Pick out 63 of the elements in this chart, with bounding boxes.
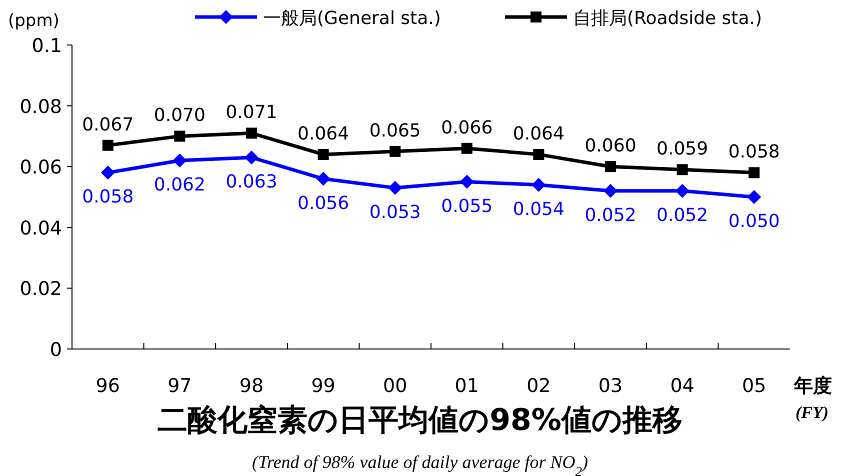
point — [676, 164, 688, 176]
point — [316, 172, 330, 186]
y-tick-label: 0 — [50, 339, 62, 361]
data-label: 0.052 — [584, 204, 636, 226]
point — [244, 150, 258, 164]
point — [605, 161, 616, 172]
data-label: 0.053 — [369, 202, 421, 223]
data-label: 0.067 — [82, 114, 134, 136]
point — [748, 167, 760, 178]
data-label: 0.062 — [154, 174, 206, 196]
legend-label: 自排局(Roadside sta.) — [573, 8, 762, 29]
point — [604, 184, 618, 198]
data-label: 0.064 — [512, 123, 564, 144]
data-label: 0.054 — [512, 198, 564, 220]
point — [460, 174, 474, 189]
x-tick-label: 96 — [96, 375, 120, 397]
data-label: 0.056 — [298, 192, 350, 214]
x-tick-label: 98 — [239, 375, 264, 397]
data-label: 0.060 — [584, 136, 636, 157]
y-tick-label: 0.02 — [20, 278, 62, 300]
data-label: 0.055 — [441, 196, 493, 217]
data-label: 0.058 — [82, 186, 134, 208]
point — [246, 128, 257, 139]
x-tick-label: 02 — [526, 375, 551, 397]
data-label: 0.064 — [298, 123, 350, 144]
point — [318, 148, 329, 160]
data-label: 0.070 — [154, 105, 206, 126]
data-label: 0.050 — [728, 211, 780, 232]
x-tick-label: 04 — [670, 375, 694, 397]
legend-label: 一般局(General sta.) — [263, 8, 441, 29]
x-tick-label: 00 — [383, 375, 408, 397]
data-label: 0.059 — [656, 138, 708, 160]
point — [532, 178, 546, 192]
x-tick-label: 99 — [311, 375, 336, 397]
data-label: 0.065 — [369, 120, 421, 142]
text: (Trend of 98% value of daily average for NO$_{2}$) — [252, 452, 588, 476]
data-label: 0.066 — [441, 117, 493, 138]
y-tick-label: 0.04 — [20, 217, 62, 240]
point — [390, 146, 401, 157]
x-tick-label: 01 — [454, 375, 479, 397]
y-tick-label: 0.06 — [20, 156, 62, 179]
point — [388, 180, 402, 195]
y-axis-title: (ppm) — [8, 11, 60, 31]
data-label: 0.071 — [226, 102, 278, 124]
point — [100, 166, 115, 180]
x-tick-label: 97 — [168, 375, 192, 397]
data-label: 0.063 — [226, 171, 278, 192]
point — [533, 148, 544, 160]
y-tick-label: 0.1 — [32, 35, 62, 57]
data-label: 0.058 — [728, 142, 780, 163]
point — [675, 184, 690, 198]
point — [461, 142, 472, 154]
text: 二酸化窒素の日平均値の98%値の推移 — [158, 403, 682, 438]
point — [172, 154, 187, 168]
x-axis-title: 年度 — [793, 375, 832, 397]
point — [174, 130, 186, 142]
x-tick-label: 05 — [742, 375, 766, 397]
point — [102, 140, 114, 151]
y-tick-label: 0.08 — [20, 96, 62, 118]
point — [747, 190, 762, 204]
text: (FY) — [795, 403, 829, 422]
x-tick-label: 03 — [598, 375, 623, 397]
data-label: 0.052 — [656, 204, 708, 226]
